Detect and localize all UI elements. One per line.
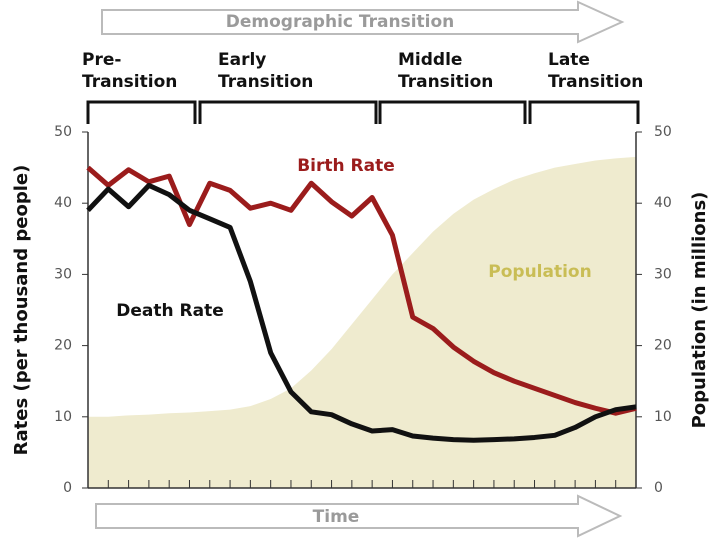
- title-arrow: [101, 0, 625, 44]
- x-axis-label: Time: [313, 507, 360, 527]
- y2-tick-label: 40: [654, 195, 672, 211]
- stage-label: Transition: [82, 72, 177, 92]
- population-area: [88, 156, 636, 489]
- y-tick-label: 0: [63, 480, 72, 496]
- stage-bracket: [198, 100, 378, 124]
- series-label: Birth Rate: [297, 156, 395, 176]
- stage-label: Middle: [398, 50, 462, 70]
- y2-tick-label: 20: [654, 338, 672, 354]
- stage-label: Transition: [218, 72, 313, 92]
- y-tick-label: 20: [54, 338, 72, 354]
- stage-label: Transition: [548, 72, 643, 92]
- y-tick-label: 50: [54, 124, 72, 140]
- series-label: Death Rate: [116, 301, 223, 321]
- stage-label: Early: [218, 50, 266, 70]
- y2-tick-label: 50: [654, 124, 672, 140]
- y-tick-label: 10: [54, 409, 72, 425]
- stage-label: Late: [548, 50, 590, 70]
- y2-tick-label: 30: [654, 266, 672, 282]
- stage-bracket: [378, 100, 527, 124]
- chart-title: Demographic Transition: [226, 12, 455, 32]
- y2-tick-label: 10: [654, 409, 672, 425]
- x-arrow: [95, 494, 623, 538]
- y2-tick-label: 0: [654, 480, 663, 496]
- stage-label: Transition: [398, 72, 493, 92]
- y-tick-label: 40: [54, 195, 72, 211]
- y-tick-label: 30: [54, 266, 72, 282]
- stage-label: Pre-: [82, 50, 121, 70]
- stage-bracket: [528, 100, 640, 124]
- series-label: Population: [488, 262, 591, 282]
- stage-bracket: [86, 100, 197, 124]
- y-axis-label: Rates (per thousand people): [11, 165, 32, 456]
- series-line: [86, 182, 637, 443]
- y2-axis-label: Population (in millions): [689, 192, 710, 429]
